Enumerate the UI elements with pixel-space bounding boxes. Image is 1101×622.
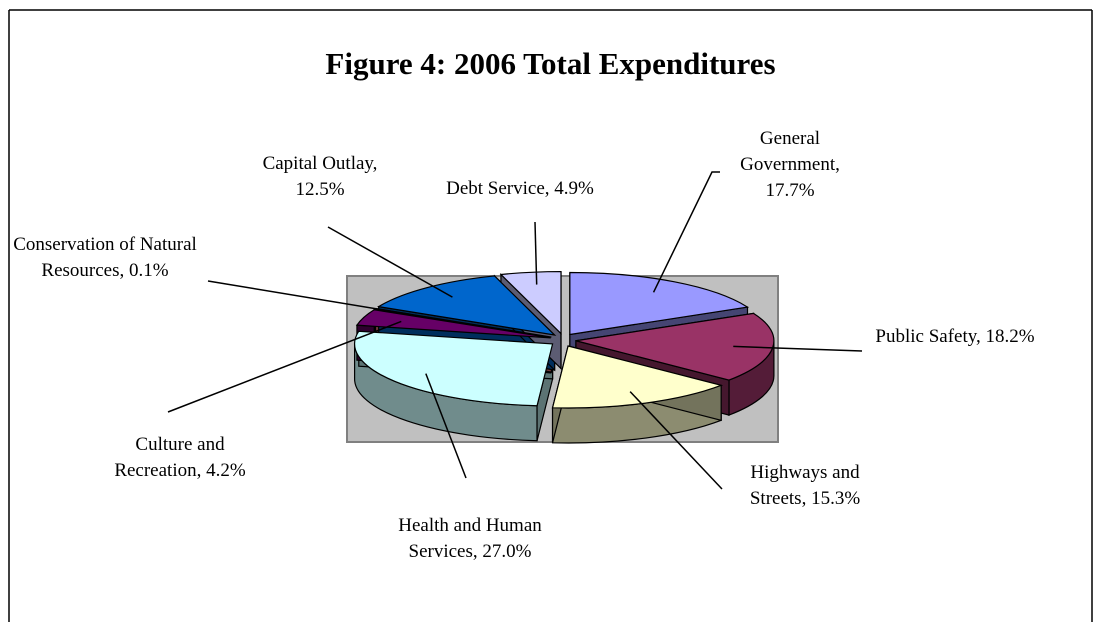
leader-line	[207, 280, 411, 316]
slice	[354, 330, 554, 407]
data-label: Highways and Streets, 15.3%	[749, 462, 861, 509]
slice	[376, 275, 557, 336]
category-label: General Government	[740, 128, 836, 175]
slice	[499, 270, 562, 335]
leader-line	[652, 171, 720, 293]
slice	[551, 345, 724, 409]
value-label: 17.7%	[765, 180, 815, 201]
category-label: Capital Outlay	[262, 153, 373, 174]
data-label: Capital Outlay, 12.5%	[262, 153, 378, 200]
leader-line	[425, 373, 467, 479]
value-label: 15.3%	[811, 488, 861, 509]
leader-line	[733, 345, 863, 352]
data-label: Health and Human Services, 27.0%	[398, 515, 542, 562]
data-label: General Government, 17.7%	[740, 128, 840, 201]
value-label: 27.0%	[482, 541, 532, 562]
data-label: Conservation of Natural Resources, 0.1%	[13, 234, 197, 281]
value-label: 0.1%	[129, 260, 169, 281]
chart-title: Figure 4: 2006 Total Expenditures	[325, 46, 776, 81]
category-label: Conservation of Natural Resources	[13, 234, 197, 281]
data-label: Public Safety, 18.2%	[875, 326, 1035, 347]
value-label: 18.2%	[985, 326, 1035, 347]
category-label: Health and Human Services	[398, 515, 542, 562]
leader-line	[629, 391, 723, 490]
category-label: Culture and Recreation	[114, 434, 225, 481]
leader-line	[167, 320, 402, 413]
leader-line	[534, 221, 538, 285]
data-label: Debt Service, 4.9%	[446, 178, 594, 199]
category-label: Public Safety	[875, 326, 977, 347]
value-label: 12.5%	[295, 179, 345, 200]
leader-line	[327, 226, 453, 298]
value-label: 4.9%	[554, 178, 594, 199]
data-label: Culture and Recreation, 4.2%	[114, 434, 246, 481]
category-label: Debt Service	[446, 178, 545, 199]
slice	[569, 271, 750, 336]
slice	[355, 309, 551, 339]
value-label: 4.2%	[206, 460, 246, 481]
category-label: Highways and Streets	[749, 462, 860, 509]
